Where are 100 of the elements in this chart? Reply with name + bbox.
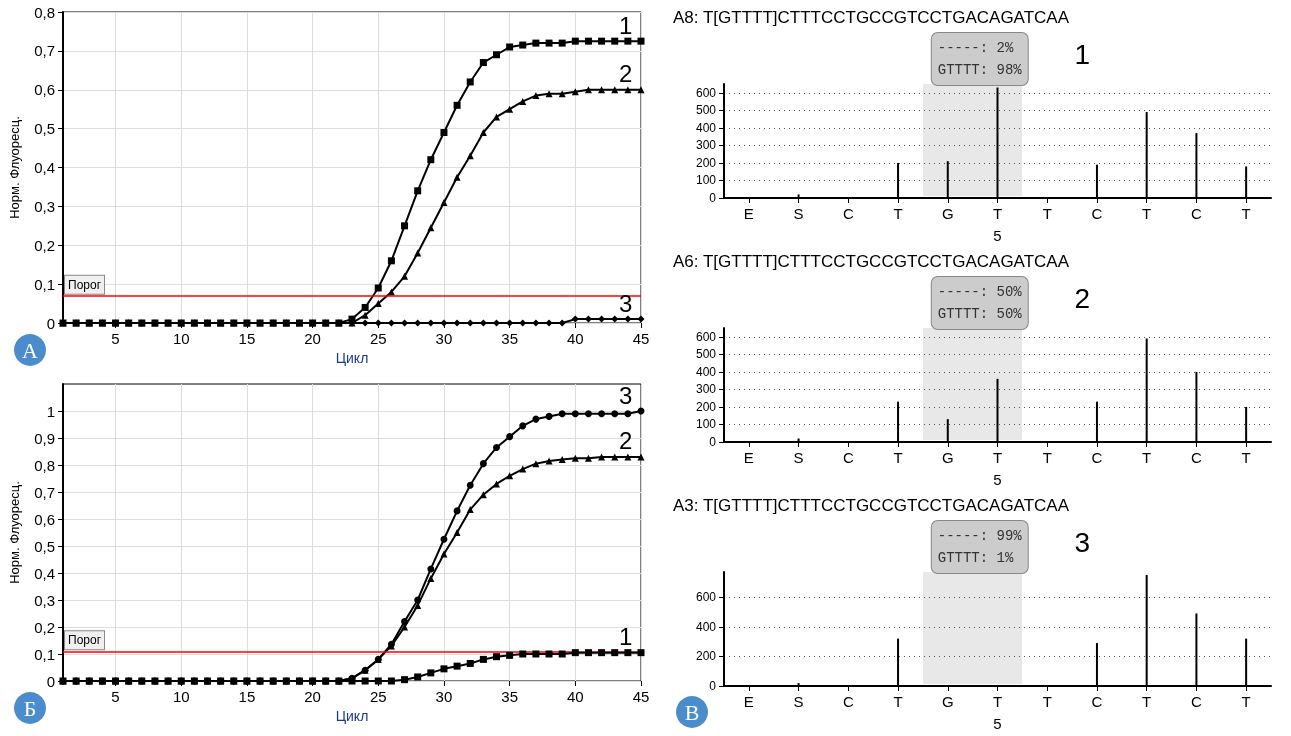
y-tick-label: 500 — [695, 347, 717, 362]
y-tick-label: 300 — [695, 382, 717, 397]
x-tick-label: C — [1190, 693, 1202, 710]
text: 1 — [1074, 38, 1091, 70]
text: -----: 50% — [937, 284, 1023, 300]
x-tick-label: G — [941, 449, 954, 466]
text: 2 — [1074, 282, 1091, 314]
x-tick-label: E — [743, 205, 754, 222]
x-tick-label: C — [1091, 449, 1103, 466]
x-tick-label: 5 — [111, 688, 120, 705]
y-tick-label: 0 — [709, 679, 717, 693]
y-tick-label: 1 — [46, 402, 55, 420]
y-tick-label: 300 — [695, 138, 717, 153]
x-tick-label: S — [793, 205, 804, 222]
y-axis-title: Норм. Флуоресц. — [7, 116, 22, 219]
y-tick-label: 0,6 — [34, 81, 55, 99]
x-axis-title: 5 — [993, 227, 1002, 244]
text: А — [22, 337, 39, 363]
x-tick-label: 10 — [172, 688, 190, 705]
y-axis-title: Норм. Флуоресц. — [7, 481, 22, 584]
x-tick-label: T — [1142, 205, 1152, 222]
x-tick-label: 25 — [369, 330, 387, 347]
y-tick-label: 400 — [695, 364, 717, 379]
x-tick-label: S — [793, 693, 804, 710]
y-tick-label: 0 — [46, 672, 55, 690]
y-tick-label: 0,1 — [34, 275, 55, 293]
x-tick-label: 40 — [566, 330, 584, 347]
ref-line-label: Порог — [68, 277, 102, 292]
x-tick-label: T — [992, 693, 1003, 710]
text: GTTTT: 50% — [937, 306, 1023, 322]
x-axis-title: 5 — [993, 471, 1002, 488]
series-label: 3 — [619, 381, 633, 409]
x-tick-label: 35 — [501, 330, 518, 347]
x-tick-label: C — [842, 693, 854, 710]
ref-line-label: Порог — [68, 633, 102, 648]
y-tick-label: 0,5 — [34, 120, 55, 138]
y-tick-label: 400 — [695, 120, 717, 135]
x-tick-label: T — [893, 693, 903, 710]
series-label: 2 — [619, 427, 633, 455]
x-tick-label: C — [842, 205, 854, 222]
y-tick-label: 0 — [709, 191, 717, 205]
x-tick-label: T — [893, 449, 903, 466]
x-tick-label: 40 — [566, 688, 584, 705]
y-tick-label: 0,4 — [34, 564, 55, 582]
x-tick-label: 15 — [238, 330, 256, 347]
y-tick-label: 600 — [695, 329, 717, 344]
text: В — [684, 699, 700, 725]
y-tick-label: 600 — [695, 590, 717, 605]
y-tick-label: 0,7 — [34, 42, 55, 60]
x-tick-label: T — [1142, 693, 1152, 710]
y-tick-label: 600 — [695, 85, 717, 100]
y-tick-label: 0,1 — [34, 645, 55, 663]
y-tick-label: 200 — [695, 155, 717, 170]
x-tick-label: T — [1142, 449, 1152, 466]
y-tick-label: 100 — [695, 417, 717, 432]
x-tick-label: 20 — [304, 330, 321, 347]
y-tick-label: 0,9 — [34, 429, 55, 447]
x-tick-label: T — [992, 449, 1003, 466]
x-tick-label: 20 — [304, 688, 321, 705]
chart-title: A8: T[GTTTT]CTTTCCTGCCGTCCTGACAGATCAA — [673, 8, 1070, 27]
y-tick-label: 0,8 — [34, 3, 55, 21]
x-tick-label: 45 — [632, 330, 650, 347]
y-tick-label: 0,2 — [34, 618, 55, 636]
text: 3 — [1074, 526, 1091, 558]
chart-title: A3: T[GTTTT]CTTTCCTGCCGTCCTGACAGATCAA — [673, 496, 1070, 515]
y-tick-label: 0 — [709, 435, 717, 449]
x-tick-label: C — [1091, 205, 1103, 222]
x-tick-label: G — [941, 205, 954, 222]
x-tick-label: T — [1241, 693, 1251, 710]
text: Б — [23, 695, 37, 721]
x-tick-label: 5 — [111, 330, 120, 347]
series-label: 1 — [619, 11, 633, 39]
x-tick-label: 30 — [435, 688, 453, 705]
x-axis-title: 5 — [993, 715, 1002, 732]
y-tick-label: 0 — [46, 314, 55, 332]
x-tick-label: 35 — [501, 688, 518, 705]
x-axis-title: Цикл — [335, 350, 369, 366]
x-tick-label: 10 — [172, 330, 190, 347]
x-tick-label: C — [842, 449, 854, 466]
y-tick-label: 0,5 — [34, 537, 55, 555]
x-tick-label: E — [743, 693, 754, 710]
y-tick-label: 0,6 — [34, 510, 55, 528]
y-tick-label: 0,8 — [34, 456, 55, 474]
x-tick-label: 15 — [238, 688, 256, 705]
text: -----: 99% — [937, 528, 1023, 544]
y-tick-label: 400 — [695, 619, 717, 634]
y-tick-label: 500 — [695, 103, 717, 118]
series-label: 1 — [619, 623, 633, 651]
y-tick-label: 0,3 — [34, 197, 55, 215]
x-tick-label: E — [743, 449, 754, 466]
x-tick-label: G — [941, 693, 954, 710]
x-tick-label: T — [1241, 205, 1251, 222]
series-label: 3 — [619, 289, 633, 317]
x-tick-label: C — [1190, 449, 1202, 466]
y-tick-label: 0,4 — [34, 159, 55, 176]
x-tick-label: 30 — [435, 330, 453, 347]
x-tick-label: 25 — [369, 688, 387, 705]
y-tick-label: 100 — [695, 173, 717, 188]
x-tick-label: 45 — [632, 688, 650, 705]
x-axis-title: Цикл — [335, 708, 369, 724]
